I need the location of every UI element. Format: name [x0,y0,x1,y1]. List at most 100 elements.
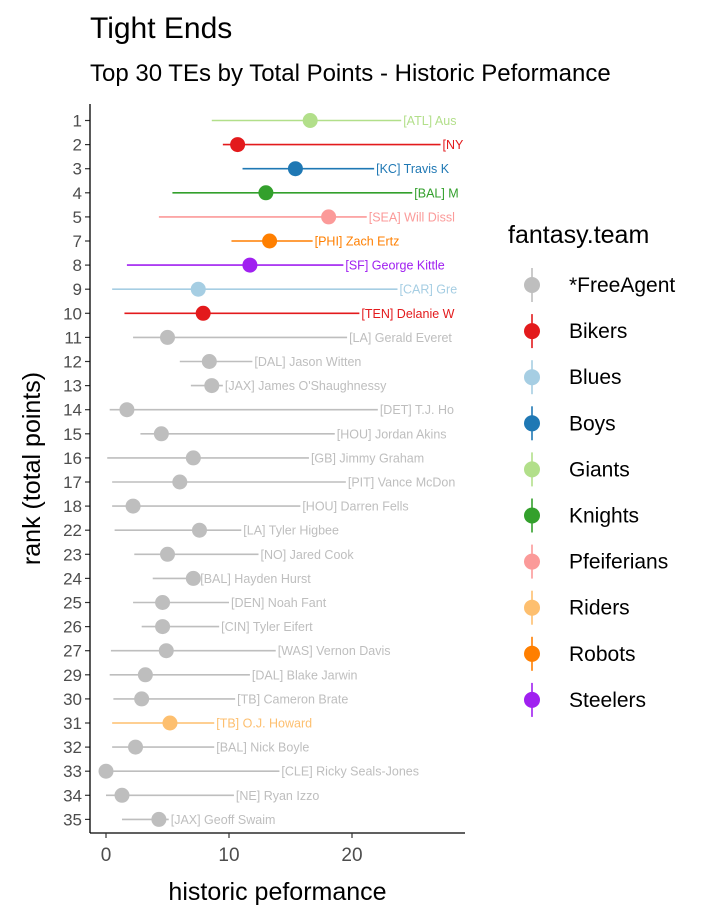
player-label: [GB] Jimmy Graham [311,451,424,465]
point-row: [BAL] Nick Boyle [112,739,309,755]
y-tick-label: 13 [63,377,82,396]
point-row: [TB] Cameron Brate [113,691,348,707]
y-tick-label: 5 [73,208,82,227]
point-row: [HOU] Jordan Akins [140,426,447,442]
player-label: [BAL] Nick Boyle [216,741,309,755]
data-point [230,137,246,153]
legend-label: Robots [569,643,636,666]
data-point [262,233,278,249]
point-row: [LA] Tyler Higbee [114,522,339,538]
point-row: [CLE] Ricky Seals-Jones [98,763,419,779]
legend-key-point [524,507,540,524]
y-tick-label: 29 [63,666,82,685]
y-tick-label: 14 [63,401,82,420]
legend-label: Steelers [569,689,646,712]
y-tick-label: 18 [63,497,82,516]
data-point [128,739,144,755]
data-point [242,257,258,273]
data-point [287,161,303,177]
y-tick-label: 12 [63,353,82,372]
point-row: [SF] George Kittle [126,257,445,273]
y-tick-label: 17 [63,473,82,492]
point-row: [PIT] Vance McDon [112,474,455,490]
player-label: [SF] George Kittle [345,259,444,273]
data-point [137,667,153,683]
data-point [191,522,207,538]
player-label: [DEN] Noah Fant [231,596,327,610]
player-label: [PHI] Zach Ertz [315,235,400,249]
legend-label: Pfeiferians [569,551,668,574]
point-row: [DAL] Blake Jarwin [109,667,358,683]
legend-label: *FreeAgent [569,274,675,297]
data-point [201,354,217,369]
data-point [160,546,175,562]
point-row: [NE] Ryan Izzo [106,787,319,803]
data-point [321,209,337,225]
point-row: [HOU] Darren Fells [112,498,409,514]
data-point [153,426,169,442]
x-tick-label: 0 [101,845,112,866]
data-point [114,787,130,803]
y-axis-label: rank (total points) [18,372,46,565]
legend-item: Steelers [524,682,646,717]
legend-key-point [524,415,540,432]
legend-key-point [524,461,540,478]
point-row: [CIN] Tyler Eifert [141,619,313,635]
point-row: [BAL] Hayden Hurst [152,570,311,586]
legend-title: fantasy.team [508,221,649,249]
point-row: [JAX] Geoff Swaim [121,811,275,827]
y-tick-label: 23 [63,545,82,564]
player-label: [LA] Gerald Everet [349,331,452,345]
legend-label: Knights [569,505,639,528]
player-label: [CIN] Tyler Eifert [221,620,313,634]
y-tick-label: 4 [73,184,82,203]
y-tick-label: 24 [63,569,82,588]
player-label: [NY [443,138,465,152]
point-row: [KC] Travis K [242,161,450,177]
legend-label: Giants [569,458,630,481]
legend-key-point [524,553,540,570]
y-tick-label: 3 [73,160,82,179]
data-point [125,498,141,514]
y-tick-label: 10 [63,304,82,323]
data-point [302,113,318,128]
player-label: [DAL] Blake Jarwin [252,668,358,682]
player-label: [NO] Jared Cook [261,548,355,562]
y-tick-label: 27 [63,642,82,661]
legend-item: Pfeiferians [524,544,668,579]
legend-key-point [524,645,540,662]
chart-subtitle: Top 30 TEs by Total Points - Historic Pe… [90,60,611,87]
y-tick-label: 25 [63,594,82,613]
data-point [172,474,188,490]
player-label: [JAX] James O'Shaughnessy [225,379,387,393]
data-point [98,763,114,779]
legend-item: Riders [524,590,630,625]
legend-item: Boys [524,406,616,441]
y-tick-label: 34 [63,786,82,805]
player-label: [CAR] Gre [400,283,458,297]
legend-label: Riders [569,597,630,620]
legend-label: Blues [569,366,622,389]
y-tick-label: 15 [63,425,82,444]
legend-key-point [524,277,540,293]
y-tick-label: 9 [73,280,82,299]
player-label: [TB] Cameron Brate [237,692,348,706]
data-point [190,281,206,297]
data-point [151,811,167,827]
y-tick-label: 2 [73,136,82,155]
data-point [195,305,211,321]
y-tick-label: 16 [63,449,82,468]
player-label: [WAS] Vernon Davis [278,644,391,658]
y-tick-label: 11 [64,328,82,347]
data-point [134,691,150,707]
data-point [258,185,274,201]
y-tick-label: 32 [63,738,82,757]
point-row: [LA] Gerald Everet [133,329,452,345]
data-point [185,450,201,466]
point-row: [ATL] Aus [211,113,456,128]
data-point [119,402,135,418]
player-label: [KC] Travis K [376,162,450,176]
point-row: [GB] Jimmy Graham [107,450,424,466]
point-row: [BAL] M [172,185,459,201]
legend-key-point [524,369,540,386]
